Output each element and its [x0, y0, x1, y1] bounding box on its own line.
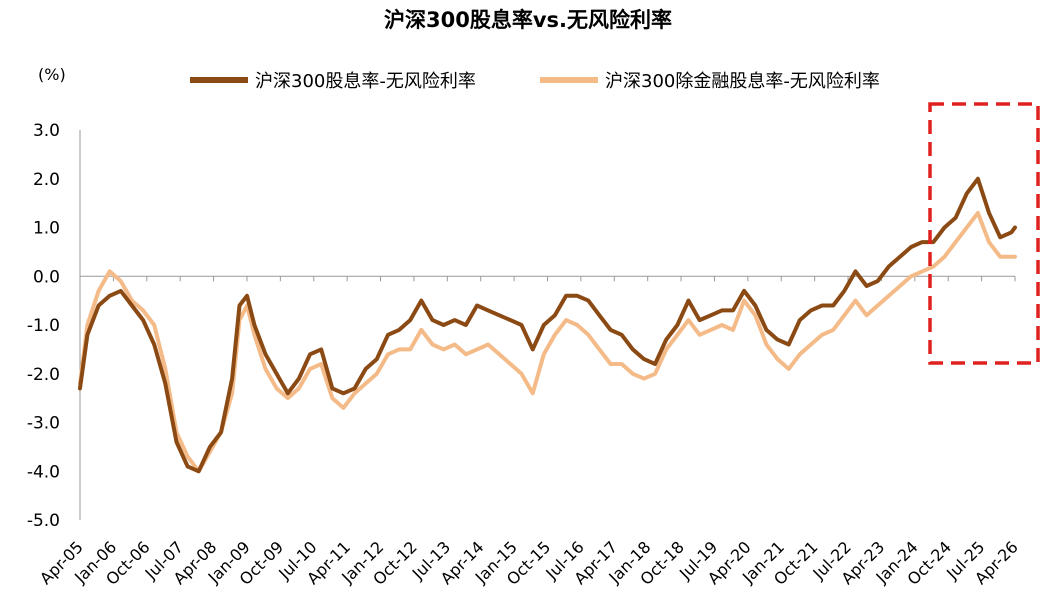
- y-tick-label: -4.0: [27, 462, 60, 482]
- y-axis: 3.0 2.0 1.0 0.0 -1.0 -2.0 -3.0 -4.0 -5.0: [27, 121, 81, 531]
- y-tick-label: 1.0: [33, 219, 60, 239]
- y-tick-label: 0.0: [33, 267, 60, 287]
- legend: 沪深300股息率-无风险利率 沪深300除金融股息率-无风险利率: [190, 71, 880, 92]
- y-axis-unit: (%): [38, 65, 66, 84]
- legend-label-series-1: 沪深300股息率-无风险利率: [255, 71, 476, 92]
- highlight-box: [928, 102, 1040, 365]
- legend-label-series-2: 沪深300除金融股息率-无风险利率: [605, 71, 880, 92]
- y-tick-label: 3.0: [33, 121, 60, 141]
- y-tick-label: -5.0: [27, 511, 60, 531]
- y-tick-label: -3.0: [27, 414, 60, 434]
- series-line-1: [78, 176, 1017, 474]
- y-tick-label: 2.0: [33, 170, 60, 190]
- y-tick-label: -1.0: [27, 316, 60, 336]
- chart-title: 沪深300股息率vs.无风险利率: [384, 8, 672, 32]
- series-layer: [78, 176, 1017, 474]
- x-axis: Apr-05Jan-06Oct-06Jul-07Apr-08Jan-09Oct-…: [36, 275, 1022, 589]
- y-tick-label: -2.0: [27, 365, 60, 385]
